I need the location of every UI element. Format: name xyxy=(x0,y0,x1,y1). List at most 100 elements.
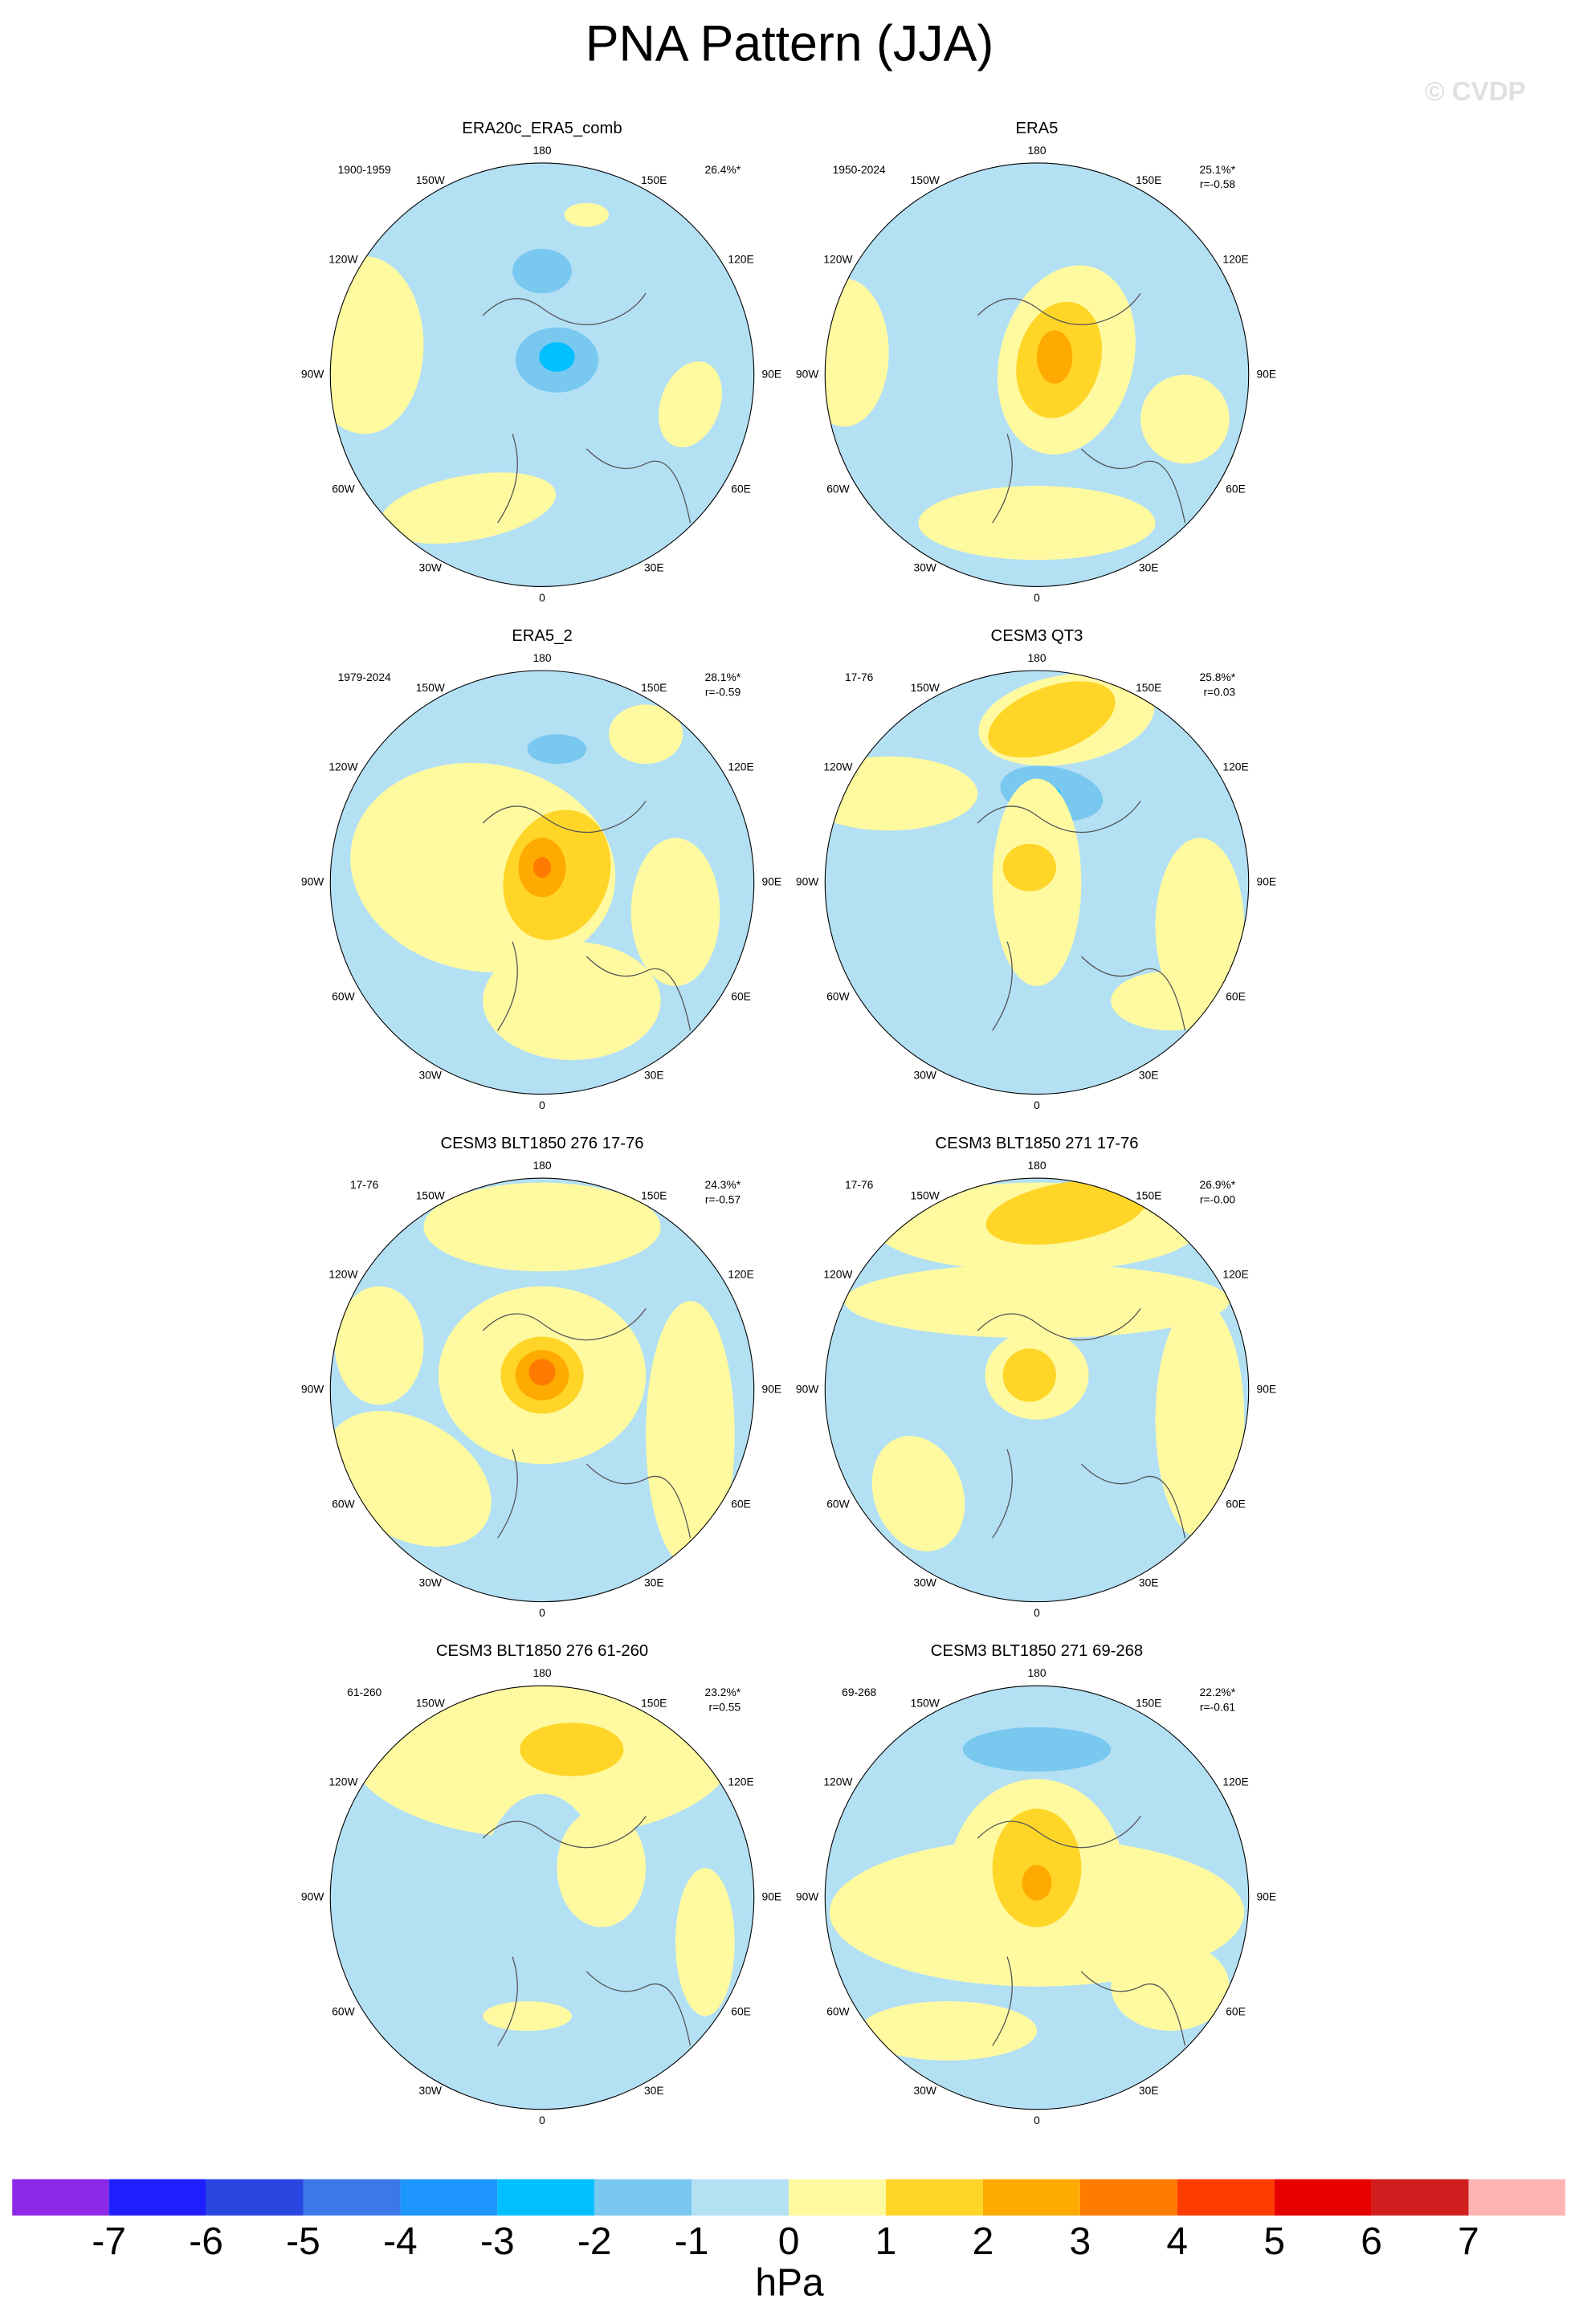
anomaly-region xyxy=(658,361,722,448)
map-border xyxy=(824,1177,1250,1603)
longitude-label: 30W xyxy=(914,2084,936,2097)
period-label: 61-260 xyxy=(347,1686,381,1698)
anomaly-region xyxy=(483,941,661,1061)
longitude-label: 120W xyxy=(823,760,852,773)
longitude-label: 180 xyxy=(532,651,551,664)
longitude-label: 60W xyxy=(332,989,354,1002)
longitude-label: 120E xyxy=(1222,252,1248,265)
correlation-label: r=-0.59 xyxy=(705,685,741,698)
panel-title: CESM3 BLT1850 276 61-260 xyxy=(436,1642,648,1660)
longitude-label: 30E xyxy=(644,561,664,574)
panel-title: CESM3 BLT1850 271 17-76 xyxy=(935,1135,1138,1152)
longitude-label: 30E xyxy=(1139,1069,1159,1082)
panel-title: ERA20c_ERA5_comb xyxy=(462,120,622,137)
map-border xyxy=(329,670,755,1095)
longitude-label: 0 xyxy=(1034,2114,1040,2126)
variance-label: 25.1%* xyxy=(1200,163,1236,176)
correlation-label: r=-0.61 xyxy=(1200,1701,1236,1714)
longitude-label: 120E xyxy=(728,760,753,773)
colorbar-tick-label: 1 xyxy=(875,2220,897,2263)
longitude-label: 150E xyxy=(641,173,667,186)
longitude-label: 150E xyxy=(1136,173,1161,186)
longitude-label: 90W xyxy=(301,367,324,380)
longitude-label: 180 xyxy=(1027,651,1046,664)
period-label: 17-76 xyxy=(350,1178,379,1191)
map-border xyxy=(329,162,755,587)
longitude-label: 180 xyxy=(1027,1159,1046,1172)
longitude-label: 150W xyxy=(416,681,445,694)
longitude-label: 150W xyxy=(416,1696,445,1709)
coastline xyxy=(977,800,1186,1031)
anomaly-region xyxy=(520,1723,624,1776)
longitude-label: 150W xyxy=(911,1189,940,1201)
watermark: © CVDP xyxy=(1425,77,1526,107)
longitude-label: 150W xyxy=(416,173,445,186)
anomaly-region xyxy=(646,1301,735,1568)
longitude-label: 90E xyxy=(1257,1890,1277,1903)
panel-title: ERA5 xyxy=(1016,120,1059,137)
anomaly-region xyxy=(1111,971,1230,1031)
colorbar-tick-label: 5 xyxy=(1263,2220,1285,2263)
anomaly-region xyxy=(330,256,424,434)
longitude-label: 150E xyxy=(641,681,667,694)
anomaly-region xyxy=(1002,1348,1056,1402)
longitude-label: 120W xyxy=(823,252,852,265)
anomaly-region xyxy=(512,248,572,294)
map-border xyxy=(329,1177,755,1603)
anomaly-region xyxy=(1155,1301,1245,1539)
colorbar-tick-label: 7 xyxy=(1458,2220,1479,2263)
longitude-label: 90E xyxy=(762,875,782,887)
longitude-label: 30W xyxy=(419,561,442,574)
map-panel: ERA5_2 1979-2024 28.1%* r=-0.59 180 150E 120E 9… xyxy=(301,627,781,1111)
longitude-label: 120E xyxy=(728,252,753,265)
anomaly-region xyxy=(871,1436,965,1551)
longitude-label: 90E xyxy=(1257,875,1277,887)
anomaly-field xyxy=(825,265,1230,561)
colorbar-box xyxy=(594,2179,692,2216)
colorbar-box xyxy=(206,2179,304,2216)
longitude-label: 0 xyxy=(539,1099,545,1111)
map-border xyxy=(824,1685,1250,2110)
period-label: 1979-2024 xyxy=(338,671,391,683)
longitude-label: 30W xyxy=(419,1576,442,1589)
panel-title: ERA5_2 xyxy=(512,627,572,645)
longitude-label: 30W xyxy=(914,1576,936,1589)
variance-label: 25.8%* xyxy=(1200,671,1236,683)
longitude-label: 60E xyxy=(1226,1497,1246,1510)
longitude-label: 60W xyxy=(332,1497,354,1510)
longitude-label: 90W xyxy=(301,1890,324,1903)
map-panel: ERA5 1950-2024 25.1%*r=-0.58 180 150E 120E 90E… xyxy=(796,120,1276,604)
variance-label: 22.2%* xyxy=(1200,1686,1236,1698)
period-label: 17-76 xyxy=(845,671,874,683)
map-panel: CESM3 BLT1850 271 69-268 69-268 22.2%* r=-0… xyxy=(796,1642,1276,2126)
longitude-label: 0 xyxy=(1034,1606,1040,1619)
longitude-label: 90W xyxy=(301,1383,324,1396)
colorbar-tick-label: -5 xyxy=(286,2220,320,2263)
anomaly-region xyxy=(539,342,575,372)
longitude-label: 120E xyxy=(1222,1268,1248,1281)
colorbar-box xyxy=(1177,2179,1275,2216)
longitude-label: 150E xyxy=(1136,681,1161,694)
anomaly-region xyxy=(1111,1942,1230,2031)
correlation-label: r=-0.57 xyxy=(705,1193,741,1205)
longitude-label: 0 xyxy=(1034,591,1040,604)
anomaly-field xyxy=(825,673,1245,1031)
anomaly-region xyxy=(988,681,1116,758)
longitude-label: 30W xyxy=(419,1069,442,1082)
correlation-label: r=0.03 xyxy=(1204,685,1236,698)
longitude-label: 150W xyxy=(911,1696,940,1709)
longitude-label: 120W xyxy=(328,760,357,773)
longitude-label: 60W xyxy=(826,482,849,495)
variance-label: 26.4%* xyxy=(705,163,741,176)
colorbar-tick-label: 6 xyxy=(1361,2220,1382,2263)
anomaly-region xyxy=(630,838,720,986)
colorbar-tick-label: -6 xyxy=(189,2220,223,2263)
longitude-label: 150W xyxy=(416,1189,445,1201)
longitude-label: 180 xyxy=(1027,144,1046,157)
map-panel: ERA20c_ERA5_comb 1900-1959 26.4%* 180 150E 12… xyxy=(301,120,781,604)
longitude-label: 150E xyxy=(1136,1696,1161,1709)
map-border xyxy=(824,670,1250,1095)
colorbar-box xyxy=(497,2179,595,2216)
correlation-label: r=-0.58 xyxy=(1200,177,1236,190)
